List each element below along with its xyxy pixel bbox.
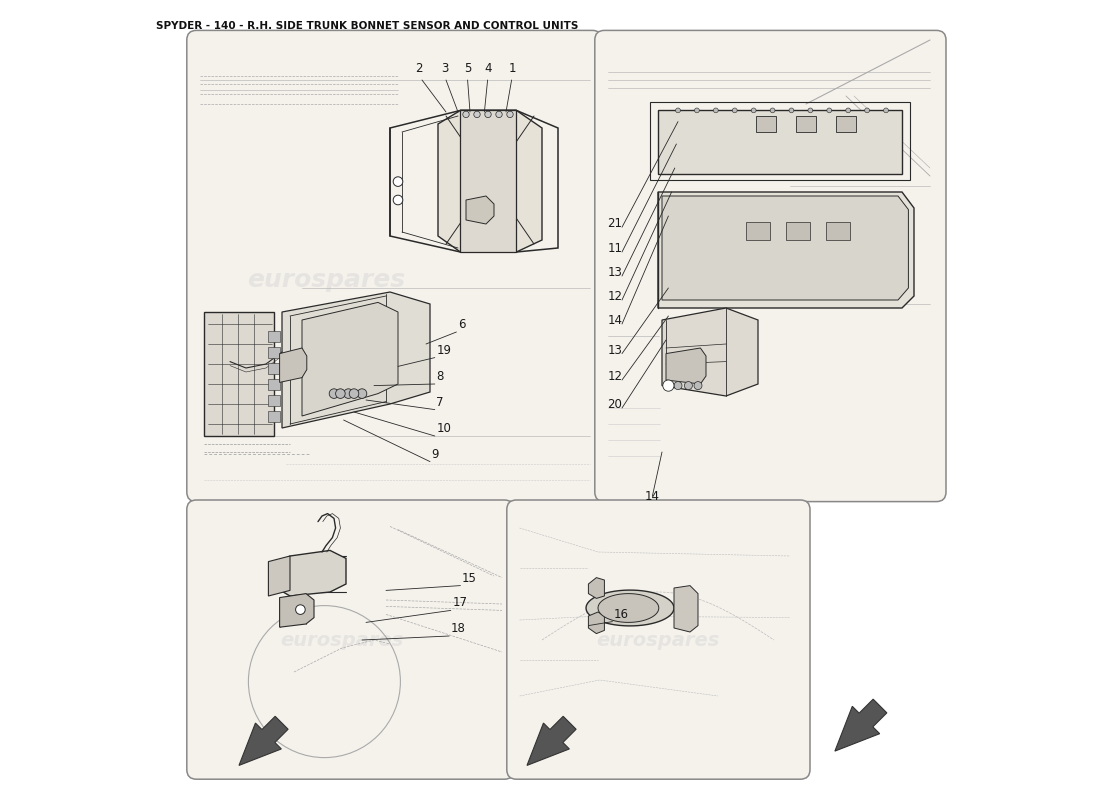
Bar [836, 116, 856, 132]
Polygon shape [279, 348, 307, 382]
Circle shape [349, 389, 359, 398]
Polygon shape [276, 550, 346, 596]
Polygon shape [674, 586, 698, 632]
Circle shape [865, 108, 869, 113]
Polygon shape [461, 110, 516, 252]
Circle shape [808, 108, 813, 113]
Bar [746, 222, 770, 240]
Circle shape [733, 108, 737, 113]
Polygon shape [586, 590, 674, 626]
Polygon shape [302, 302, 398, 416]
Circle shape [358, 389, 366, 398]
Text: 21: 21 [607, 218, 623, 230]
Polygon shape [598, 594, 659, 622]
Circle shape [846, 108, 850, 113]
Circle shape [485, 111, 492, 118]
Polygon shape [658, 192, 914, 308]
Bar [796, 116, 815, 132]
Polygon shape [527, 716, 576, 766]
Circle shape [474, 111, 481, 118]
Text: 15: 15 [462, 573, 477, 586]
Text: 10: 10 [437, 422, 451, 435]
Bar [268, 379, 279, 390]
FancyBboxPatch shape [595, 30, 946, 502]
Polygon shape [438, 110, 542, 252]
Text: eurospares: eurospares [691, 268, 849, 292]
Circle shape [664, 382, 672, 390]
Polygon shape [282, 292, 430, 428]
Polygon shape [662, 308, 758, 396]
Text: 13: 13 [607, 344, 623, 357]
Bar [826, 222, 850, 240]
Text: 6: 6 [458, 318, 465, 331]
Circle shape [789, 108, 794, 113]
Circle shape [296, 605, 305, 614]
Circle shape [496, 111, 503, 118]
Text: 4: 4 [484, 62, 492, 75]
Circle shape [674, 382, 682, 390]
Polygon shape [588, 578, 604, 598]
Text: 13: 13 [607, 266, 623, 279]
Circle shape [714, 108, 718, 113]
Text: 8: 8 [437, 370, 443, 383]
FancyBboxPatch shape [187, 30, 602, 502]
Polygon shape [268, 556, 290, 596]
Text: 19: 19 [437, 344, 451, 357]
Bar [757, 116, 776, 132]
Circle shape [393, 177, 403, 186]
Polygon shape [466, 196, 494, 224]
Text: 16: 16 [614, 608, 629, 621]
Polygon shape [588, 612, 604, 634]
Bar [268, 331, 279, 342]
Circle shape [694, 382, 702, 390]
Text: eurospares: eurospares [280, 630, 404, 650]
Bar [268, 395, 279, 406]
Circle shape [827, 108, 832, 113]
Text: 5: 5 [464, 62, 472, 75]
Bar [268, 347, 279, 358]
Polygon shape [279, 594, 313, 627]
Text: 17: 17 [452, 597, 468, 610]
Polygon shape [662, 196, 909, 300]
Text: 18: 18 [451, 622, 465, 635]
Circle shape [463, 111, 470, 118]
Circle shape [329, 389, 339, 398]
Bar [786, 222, 810, 240]
Circle shape [684, 382, 692, 390]
Circle shape [883, 108, 889, 113]
Circle shape [507, 111, 514, 118]
Circle shape [770, 108, 774, 113]
Text: 11: 11 [607, 242, 623, 255]
Circle shape [393, 195, 403, 205]
FancyBboxPatch shape [507, 500, 810, 779]
Polygon shape [239, 716, 288, 766]
Text: 12: 12 [607, 370, 623, 383]
Text: 14: 14 [607, 314, 623, 327]
Circle shape [675, 108, 681, 113]
Polygon shape [205, 312, 274, 436]
Text: 1: 1 [508, 62, 516, 75]
Polygon shape [835, 699, 887, 751]
Bar [268, 411, 279, 422]
Text: eurospares: eurospares [246, 268, 405, 292]
Text: 9: 9 [431, 448, 439, 461]
Circle shape [343, 389, 353, 398]
Polygon shape [658, 110, 902, 174]
Text: 12: 12 [607, 290, 623, 303]
Polygon shape [666, 348, 706, 384]
Text: 14: 14 [645, 490, 659, 503]
Text: 2: 2 [416, 62, 424, 75]
Text: 7: 7 [437, 396, 444, 409]
Text: 3: 3 [441, 62, 449, 75]
Bar [268, 363, 279, 374]
FancyBboxPatch shape [187, 500, 514, 779]
Circle shape [751, 108, 756, 113]
Circle shape [663, 380, 674, 391]
Text: SPYDER - 140 - R.H. SIDE TRUNK BONNET SENSOR AND CONTROL UNITS: SPYDER - 140 - R.H. SIDE TRUNK BONNET SE… [156, 21, 579, 31]
Text: 20: 20 [607, 398, 623, 411]
Circle shape [694, 108, 700, 113]
Circle shape [336, 389, 345, 398]
Text: eurospares: eurospares [596, 630, 719, 650]
